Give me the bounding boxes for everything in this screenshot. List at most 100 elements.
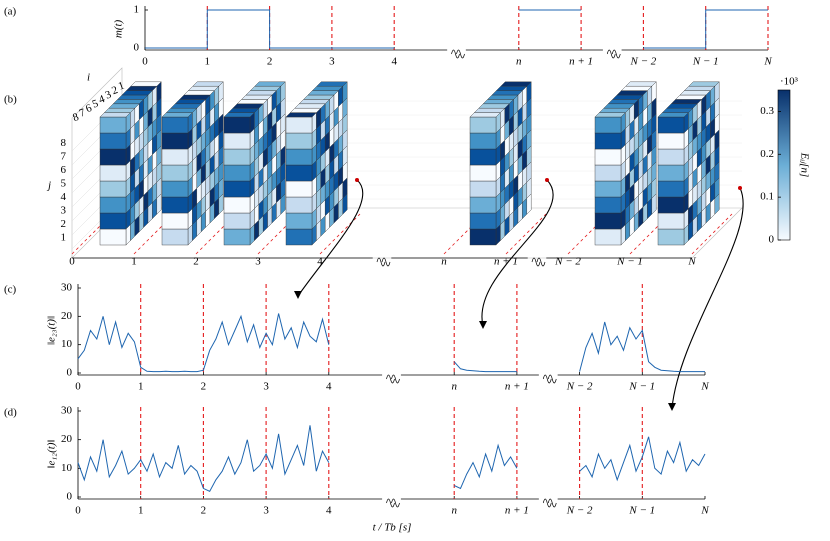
cube-cell (285, 212, 313, 230)
cube-cell (161, 132, 189, 150)
link-dot (355, 178, 359, 182)
x-tick-label: 2 (201, 505, 207, 517)
x-tick-label: N − 1 (616, 256, 643, 268)
cube-cell (223, 164, 251, 182)
axis-break (542, 374, 557, 384)
cube-cell (125, 86, 158, 91)
y-tick-label: 0 (67, 367, 73, 379)
panel-label: (a) (4, 6, 17, 18)
panel-label: (d) (4, 407, 17, 419)
cube-cell (99, 112, 131, 118)
cube-cell (223, 228, 251, 246)
cube-cell (99, 196, 127, 214)
cube-cell (594, 132, 622, 150)
x-tick-label: 3 (263, 505, 269, 517)
cube-cell (192, 81, 224, 87)
link-dot (545, 178, 549, 182)
x-tick-label: 1 (205, 56, 211, 68)
j-tick-label: 1 (61, 232, 67, 244)
cube-cell (241, 94, 273, 100)
cube-block (594, 81, 657, 246)
cube-cell (495, 86, 528, 91)
cube-cell (227, 108, 260, 113)
y-tick-label: 30 (61, 282, 73, 294)
x-tick-label: 4 (326, 381, 332, 393)
cube-cell (473, 108, 506, 113)
cube-cell (487, 94, 519, 100)
x-tick-label: 3 (255, 256, 261, 268)
panel-label: (c) (4, 284, 17, 296)
cube-cell (99, 148, 127, 166)
cube-cell (612, 94, 644, 100)
cube-cell (657, 180, 685, 198)
cube-cell (161, 196, 189, 214)
cube-cell (174, 99, 207, 104)
cube-cell (469, 180, 497, 198)
j-tick-label: 2 (61, 218, 67, 230)
cube-cell (161, 228, 189, 246)
cube-cell (620, 86, 653, 91)
cube-cell (657, 212, 685, 230)
cube-cell (594, 164, 622, 182)
cube-cell (666, 103, 698, 109)
cube-cell (469, 212, 497, 230)
cube-cell (594, 228, 622, 246)
cube-cell (303, 94, 335, 100)
cube-cell (679, 90, 711, 96)
x-tick-label: N − 1 (628, 381, 655, 393)
cube-cell (491, 90, 523, 96)
cube-cell (469, 116, 497, 134)
cube-cell (594, 212, 622, 230)
series-line (77, 313, 705, 373)
x-tick-label: N (763, 56, 772, 68)
cube-cell (249, 86, 282, 91)
cube-cell (161, 180, 189, 198)
cube-cell (103, 108, 136, 113)
cube-cell (688, 81, 720, 87)
cube-cell (500, 81, 532, 87)
cube-block (469, 81, 532, 246)
cube-cell (657, 164, 685, 182)
cube-cell (130, 81, 162, 87)
axis-break (386, 374, 400, 384)
x-tick-label: n + 1 (494, 256, 518, 268)
j-tick-label: 7 (61, 151, 67, 163)
cube-cell (294, 103, 326, 109)
cube-block (657, 81, 720, 246)
y-tick-label: 20 (61, 433, 73, 445)
y-tick-label: 10 (61, 338, 73, 350)
x-tick-label: 1 (138, 381, 144, 393)
cube-cell (657, 116, 685, 134)
cube-cell (661, 108, 694, 113)
cube-cell (223, 132, 251, 150)
x-tick-label: n (516, 56, 522, 68)
cube-cell (99, 180, 127, 198)
x-tick-label: 1 (131, 256, 137, 268)
link-arrow (481, 179, 554, 327)
cube-cell (316, 81, 348, 87)
cube-cell (285, 180, 313, 198)
cube-cell (223, 148, 251, 166)
cube-cell (285, 148, 313, 166)
x-tick-label: N − 2 (554, 256, 581, 268)
x-tick-label: n + 1 (569, 56, 593, 68)
x-tick-label: 4 (391, 56, 397, 68)
series-line (145, 9, 768, 49)
cube-cell (616, 90, 648, 96)
series-line (77, 425, 706, 492)
cube-block (99, 81, 162, 246)
colorbar-tick-label: 0 (769, 234, 775, 246)
cube-cell (161, 212, 189, 230)
cube-cell (99, 212, 127, 230)
cube-cell (285, 164, 313, 182)
cube-cell (285, 196, 313, 214)
cube-cell (594, 148, 622, 166)
arrow-head (479, 321, 487, 329)
cube-cell (223, 180, 251, 198)
x-tick-label: n (451, 381, 457, 393)
cube-cell (285, 132, 313, 150)
cube-cell (469, 132, 497, 150)
x-tick-label: 3 (329, 56, 335, 68)
cube-cell (223, 112, 255, 118)
cube-cell (245, 90, 277, 96)
